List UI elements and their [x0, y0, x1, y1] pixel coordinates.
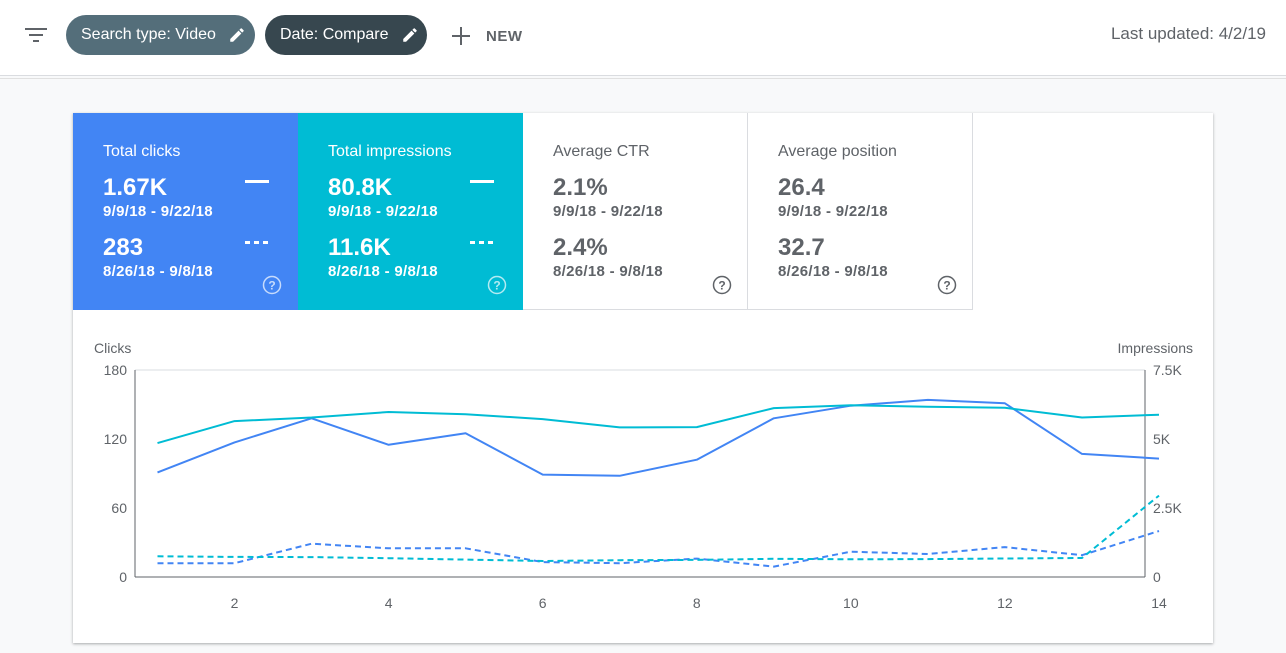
- search-type-chip-label: Search type: Video: [81, 26, 216, 43]
- x-tick-label: 14: [1151, 595, 1167, 611]
- performance-chart[interactable]: Clicks Impressions 180 120 60 0 7.5K 5K 2.5K 0 2…: [73, 310, 1213, 643]
- performance-card: Total clicks 1.67K 9/9/18 - 9/22/18 283 …: [73, 113, 1213, 643]
- metric-total-clicks[interactable]: Total clicks 1.67K 9/9/18 - 9/22/18 283 …: [73, 113, 298, 310]
- help-icon[interactable]: ?: [937, 275, 957, 295]
- search-type-chip[interactable]: Search type: Video: [66, 15, 255, 55]
- x-tick-label: 10: [843, 595, 859, 611]
- metric-range-previous: 8/26/18 - 9/8/18: [778, 263, 888, 280]
- x-tick-label: 4: [385, 595, 393, 611]
- y-right-tick-label: 5K: [1153, 431, 1171, 447]
- svg-text:?: ?: [943, 279, 950, 293]
- metric-range-previous: 8/26/18 - 9/8/18: [103, 263, 213, 280]
- metric-range-current: 9/9/18 - 9/22/18: [778, 203, 888, 220]
- help-icon[interactable]: ?: [262, 275, 282, 295]
- metric-label: Total clicks: [103, 143, 181, 160]
- help-icon[interactable]: ?: [487, 275, 507, 295]
- metric-total-impressions[interactable]: Total impressions 80.8K 9/9/18 - 9/22/18…: [298, 113, 523, 310]
- metric-value-previous: 11.6K: [328, 234, 391, 261]
- metric-label: Average position: [778, 143, 897, 160]
- new-filter-button[interactable]: NEW: [450, 22, 523, 50]
- solid-line-legend-icon: [470, 180, 494, 183]
- metric-label: Total impressions: [328, 143, 452, 160]
- date-chip-label: Date: Compare: [280, 26, 389, 43]
- y-right-tick-label: 0: [1153, 569, 1161, 585]
- dashed-line-legend-icon: [245, 241, 269, 244]
- y-right-tick-label: 2.5K: [1153, 500, 1182, 516]
- metric-range-previous: 8/26/18 - 9/8/18: [328, 263, 438, 280]
- last-updated-text: Last updated: 4/2/19: [1110, 24, 1266, 43]
- clicks-previous-series-line: [157, 530, 1160, 568]
- metric-value-current: 26.4: [778, 174, 825, 201]
- y-left-tick-label: 180: [104, 362, 128, 378]
- metric-range-current: 9/9/18 - 9/22/18: [553, 203, 663, 220]
- y-left-tick-label: 120: [104, 431, 128, 447]
- x-tick-label: 8: [693, 595, 701, 611]
- y-right-axis-title: Impressions: [1118, 340, 1193, 356]
- metric-label: Average CTR: [553, 143, 650, 160]
- filter-icon[interactable]: [24, 26, 48, 44]
- metric-value-previous: 32.7: [778, 234, 825, 261]
- y-left-tick-label: 60: [111, 500, 127, 516]
- plus-icon: [452, 27, 470, 45]
- date-compare-chip[interactable]: Date: Compare: [265, 15, 427, 55]
- metric-average-ctr[interactable]: Average CTR 2.1% 9/9/18 - 9/22/18 2.4% 8…: [523, 113, 748, 310]
- impressions-current-series-line: [157, 404, 1160, 445]
- y-left-axis-title: Clicks: [94, 340, 131, 356]
- clicks-current-series-line: [157, 398, 1160, 477]
- metric-average-position[interactable]: Average position 26.4 9/9/18 - 9/22/18 3…: [748, 113, 973, 310]
- metric-range-previous: 8/26/18 - 9/8/18: [553, 263, 663, 280]
- metric-value-current: 2.1%: [553, 174, 608, 201]
- y-right-tick-label: 7.5K: [1153, 362, 1182, 378]
- solid-line-legend-icon: [245, 180, 269, 183]
- svg-text:?: ?: [718, 279, 725, 293]
- x-tick-label: 2: [231, 595, 239, 611]
- dashed-line-legend-icon: [470, 241, 494, 244]
- x-tick-label: 6: [539, 595, 547, 611]
- svg-text:?: ?: [493, 279, 500, 293]
- metric-range-current: 9/9/18 - 9/22/18: [103, 203, 213, 220]
- impressions-previous-series-line: [157, 494, 1160, 562]
- metric-range-current: 9/9/18 - 9/22/18: [328, 203, 438, 220]
- metric-value-current: 1.67K: [103, 174, 168, 201]
- edit-icon[interactable]: [401, 26, 419, 44]
- metric-value-previous: 2.4%: [553, 234, 608, 261]
- new-button-label: NEW: [486, 27, 523, 45]
- help-icon[interactable]: ?: [712, 275, 732, 295]
- metric-value-current: 80.8K: [328, 174, 393, 201]
- edit-icon[interactable]: [228, 26, 246, 44]
- divider: [0, 78, 1286, 79]
- top-toolbar: Search type: Video Date: Compare NEW Las…: [0, 0, 1286, 76]
- y-left-tick-label: 0: [119, 569, 127, 585]
- x-tick-label: 12: [997, 595, 1013, 611]
- svg-text:?: ?: [268, 279, 275, 293]
- metric-value-previous: 283: [103, 234, 144, 261]
